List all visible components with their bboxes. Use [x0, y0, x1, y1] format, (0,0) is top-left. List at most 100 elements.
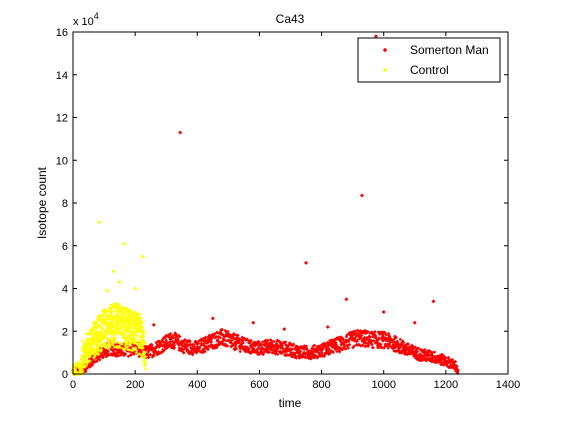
- data-point: [182, 351, 186, 355]
- data-point: [116, 307, 120, 311]
- data-point: [110, 318, 114, 322]
- data-point: [124, 338, 129, 343]
- y-multiplier-base: x 10: [73, 16, 94, 28]
- data-point: [134, 351, 139, 355]
- data-point: [298, 349, 303, 354]
- series-1-cap: [80, 303, 146, 369]
- data-point-outlier: [373, 34, 378, 39]
- data-point-outlier: [412, 320, 417, 325]
- data-point: [450, 358, 455, 362]
- data-point: [281, 347, 285, 351]
- data-point: [181, 348, 185, 352]
- data-point: [432, 350, 437, 354]
- data-point: [111, 306, 115, 310]
- data-point: [116, 309, 121, 313]
- data-point: [142, 353, 146, 358]
- data-point: [93, 354, 97, 358]
- data-point: [92, 351, 97, 356]
- data-point: [265, 347, 270, 351]
- data-point: [83, 354, 87, 358]
- data-point: [107, 325, 112, 329]
- data-point: [104, 355, 108, 359]
- data-point: [249, 338, 253, 343]
- data-point: [97, 334, 101, 338]
- data-point: [81, 353, 85, 357]
- data-point: [137, 354, 141, 359]
- data-point: [134, 322, 138, 326]
- data-point: [138, 324, 142, 329]
- data-point: [75, 364, 79, 369]
- data-point: [95, 344, 99, 348]
- data-point: [110, 316, 114, 320]
- data-point: [135, 315, 139, 319]
- x-tick-label: 1200: [434, 379, 458, 391]
- data-point: [168, 340, 172, 344]
- data-point: [362, 335, 367, 340]
- data-point-outlier: [97, 220, 102, 225]
- data-point: [274, 349, 279, 354]
- data-point: [129, 310, 133, 314]
- axes: 0 200 400 600 800 1000 1200 1400 0 2 4 6 8 10 12 14 16: [56, 27, 520, 391]
- data-point: [129, 318, 133, 322]
- data-point: [132, 330, 136, 334]
- data-point: [139, 325, 143, 329]
- data-point: [371, 346, 375, 350]
- data-point: [120, 331, 125, 336]
- data-point: [394, 336, 398, 340]
- data-point: [101, 335, 105, 339]
- data-point: [79, 362, 83, 366]
- data-point: [175, 334, 180, 338]
- data-point: [127, 327, 131, 331]
- data-point: [176, 339, 181, 343]
- data-point: [241, 341, 245, 345]
- data-point: [331, 350, 335, 355]
- data-point: [78, 369, 83, 374]
- data-point: [96, 340, 100, 344]
- data-point: [120, 333, 124, 337]
- data-point: [220, 327, 224, 332]
- data-point: [142, 351, 146, 355]
- data-point: [137, 317, 141, 321]
- data-point-outlier: [381, 310, 386, 315]
- data-point: [124, 306, 128, 310]
- data-point: [284, 340, 288, 344]
- data-point: [202, 340, 207, 345]
- data-point: [89, 340, 93, 344]
- data-point: [103, 333, 108, 337]
- data-point: [81, 362, 85, 366]
- data-point: [113, 339, 118, 343]
- data-point: [190, 352, 195, 356]
- data-point: [247, 347, 251, 352]
- data-point: [93, 331, 97, 336]
- data-point: [240, 342, 244, 346]
- y-tick-label: 10: [56, 155, 68, 167]
- data-point: [121, 351, 125, 356]
- data-point: [133, 346, 138, 350]
- data-point: [106, 321, 110, 325]
- data-point: [148, 352, 153, 357]
- data-point: [188, 339, 192, 343]
- data-point: [117, 317, 121, 321]
- data-point: [119, 327, 123, 331]
- data-point: [259, 343, 264, 347]
- data-point: [209, 336, 214, 341]
- data-point: [351, 333, 356, 337]
- data-point: [216, 339, 220, 343]
- data-point: [125, 319, 130, 323]
- data-point: [234, 346, 239, 351]
- data-point: [94, 320, 99, 324]
- data-point: [138, 312, 142, 316]
- data-point: [373, 329, 377, 334]
- data-point: [320, 351, 324, 355]
- data-point: [384, 333, 388, 337]
- data-point: [103, 335, 108, 340]
- data-point-outlier: [359, 193, 364, 198]
- data-point: [197, 346, 202, 351]
- data-point: [401, 340, 406, 345]
- data-point: [86, 353, 90, 358]
- data-point: [140, 342, 144, 346]
- data-point: [81, 360, 85, 364]
- data-point: [140, 329, 144, 333]
- data-point: [115, 353, 119, 358]
- data-point: [134, 340, 138, 344]
